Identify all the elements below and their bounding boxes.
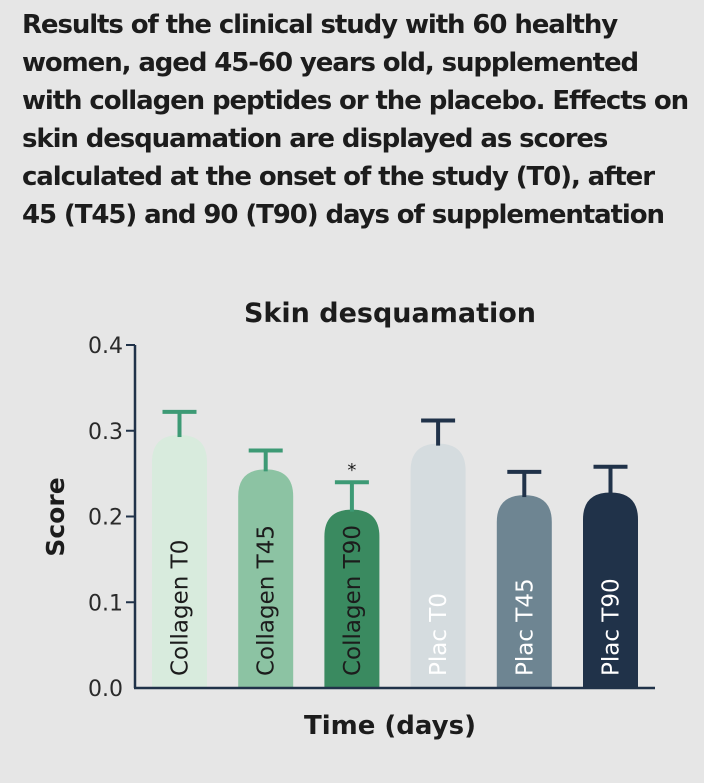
y-tick-label: 0.2 [88,506,123,531]
category-label: Collagen T0 [168,540,194,676]
chart-title: Skin desquamation [244,298,536,329]
bar [324,509,380,688]
y-axis-label: Score [41,477,70,556]
figure-caption: Results of the clinical study with 60 he… [22,10,689,230]
category-label: Plac T45 [512,578,538,676]
y-tick-label: 0.4 [88,334,123,359]
bar [152,435,207,688]
bar [410,443,466,688]
category-label: Collagen T90 [340,525,366,676]
category-label: Collagen T45 [254,525,280,676]
plot-area: Collagen T0 Collagen T45 * Collagen T90 Plac… [88,334,655,702]
category-label: Plac T0 [426,593,452,676]
bar [238,469,294,688]
y-tick-label: 0.1 [88,591,123,616]
y-tick-label: 0.3 [88,420,123,445]
bar [496,495,552,688]
bar [583,492,638,688]
x-axis-label: Time (days) [304,711,476,741]
y-tick-label: 0.0 [88,677,123,702]
category-label: Plac T90 [599,578,625,676]
significance-marker: * [347,460,356,481]
